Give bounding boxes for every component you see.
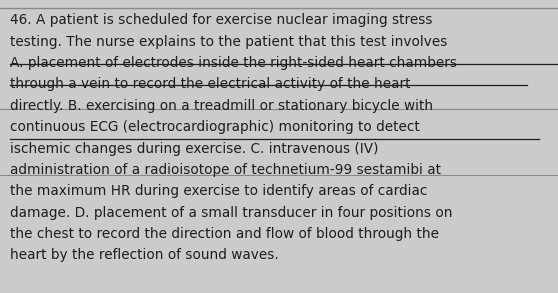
Text: through a vein to record the electrical activity of the heart: through a vein to record the electrical … bbox=[10, 77, 411, 91]
Text: heart by the reflection of sound waves.: heart by the reflection of sound waves. bbox=[10, 248, 279, 263]
Text: administration of a radioisotope of technetium-99 sestamibi at: administration of a radioisotope of tech… bbox=[10, 163, 441, 177]
Text: directly. B. exercising on a treadmill or stationary bicycle with: directly. B. exercising on a treadmill o… bbox=[10, 99, 433, 113]
Text: continuous ECG (electrocardiographic) monitoring to detect: continuous ECG (electrocardiographic) mo… bbox=[10, 120, 420, 134]
Text: ischemic changes during exercise. C. intravenous (IV): ischemic changes during exercise. C. int… bbox=[10, 142, 378, 156]
Text: the maximum HR during exercise to identify areas of cardiac: the maximum HR during exercise to identi… bbox=[10, 184, 427, 198]
Text: the chest to record the direction and flow of blood through the: the chest to record the direction and fl… bbox=[10, 227, 439, 241]
Text: damage. D. placement of a small transducer in four positions on: damage. D. placement of a small transduc… bbox=[10, 206, 453, 220]
Text: A. placement of electrodes inside the right-sided heart chambers: A. placement of electrodes inside the ri… bbox=[10, 56, 457, 70]
Text: 46. A patient is scheduled for exercise nuclear imaging stress: 46. A patient is scheduled for exercise … bbox=[10, 13, 432, 27]
Text: testing. The nurse explains to the patient that this test involves: testing. The nurse explains to the patie… bbox=[10, 35, 448, 49]
